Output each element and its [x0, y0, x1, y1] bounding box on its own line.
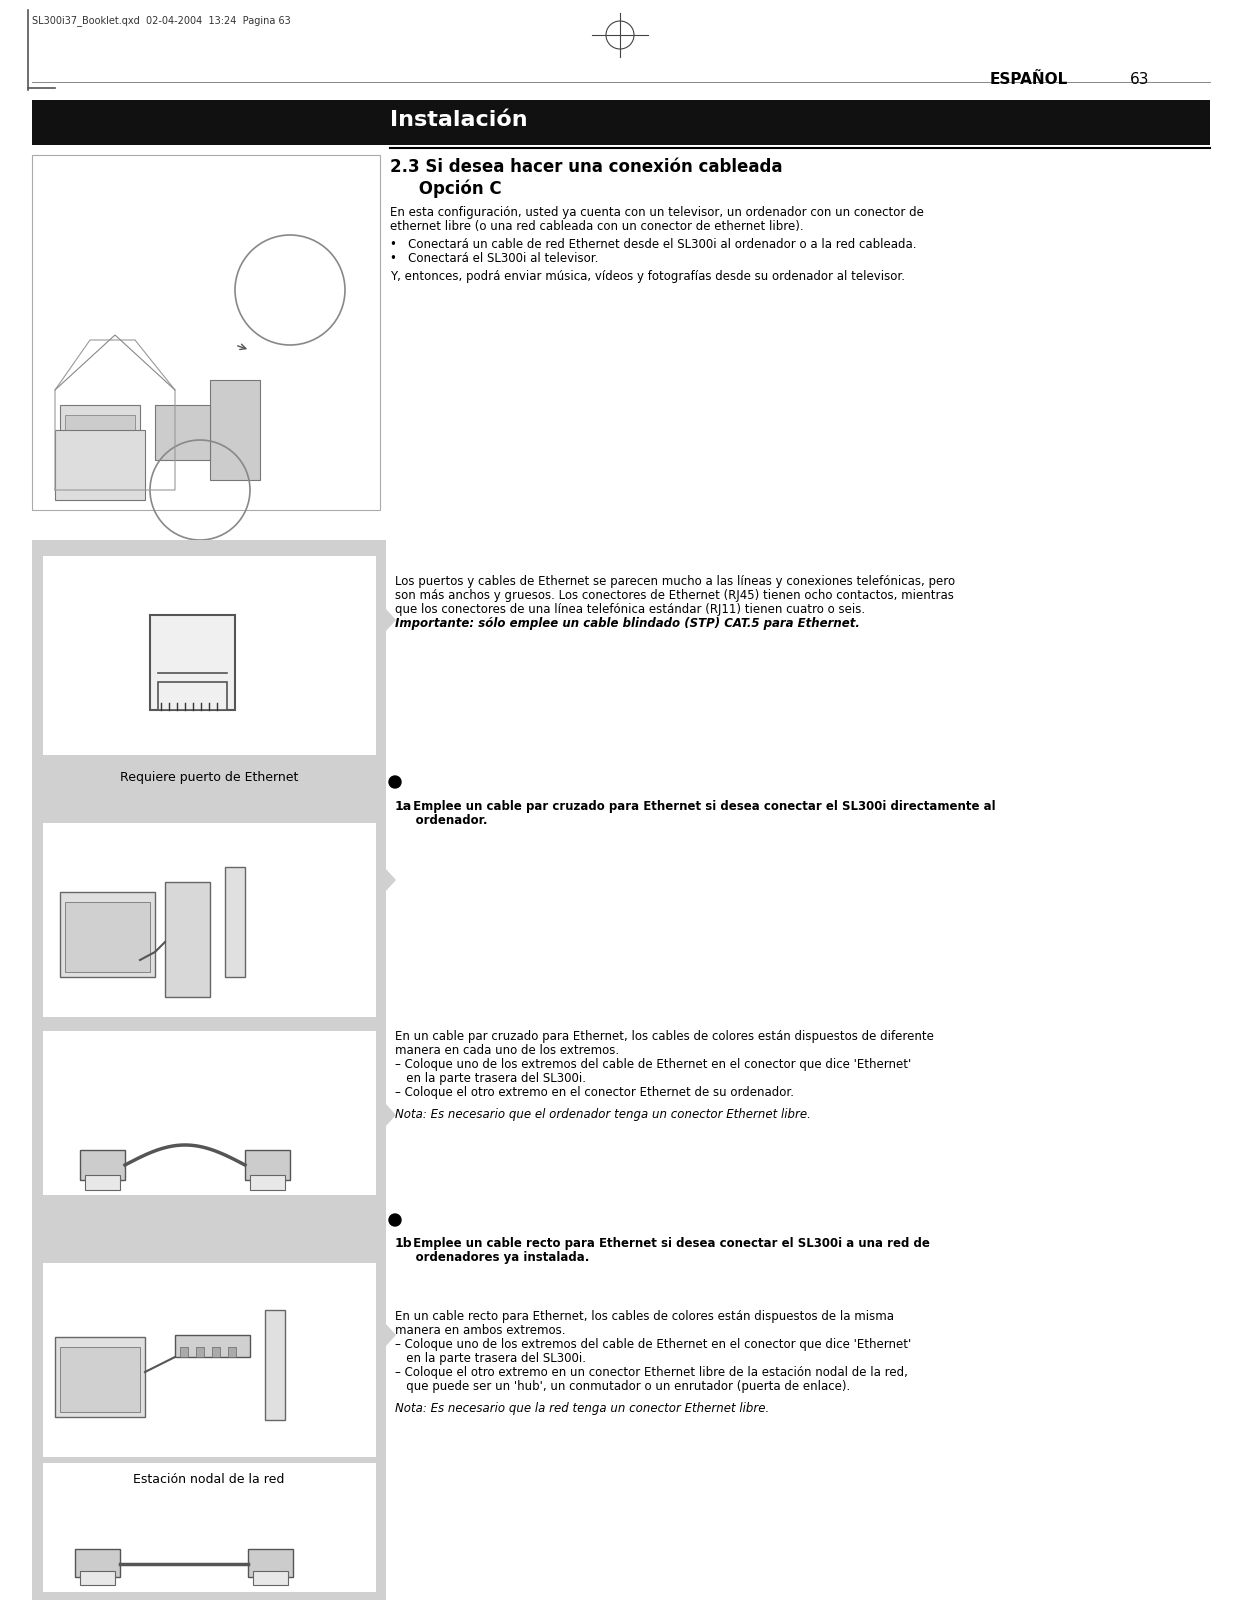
Bar	[250, 1175, 285, 1191]
Text: manera en cada uno de los extremos.: manera en cada uno de los extremos.	[396, 1045, 619, 1057]
Text: Instalación: Instalación	[391, 109, 528, 130]
Bar	[42, 1261, 376, 1458]
Bar	[228, 1347, 236, 1356]
Text: ethernet libre (o una red cableada con un conector de ethernet libre).: ethernet libre (o una red cableada con u…	[391, 220, 804, 233]
Text: – Coloque uno de los extremos del cable de Ethernet en el conector que dice 'Eth: – Coloque uno de los extremos del cable …	[396, 1339, 911, 1351]
Bar	[246, 1151, 290, 1180]
Text: En un cable par cruzado para Ethernet, los cables de colores están dispuestos de: En un cable par cruzado para Ethernet, l…	[396, 1030, 934, 1043]
Text: son más anchos y gruesos. Los conectores de Ethernet (RJ45) tienen ocho contacto: son más anchos y gruesos. Los conectores…	[396, 590, 954, 603]
Bar	[42, 1030, 376, 1196]
Bar	[180, 1347, 188, 1356]
Bar	[42, 823, 376, 1017]
Text: 1b: 1b	[396, 1237, 413, 1250]
Text: manera en ambos extremos.: manera en ambos extremos.	[396, 1324, 565, 1337]
Text: 63: 63	[1130, 72, 1149, 87]
Text: Estación nodal de la red: Estación nodal de la red	[134, 1474, 285, 1486]
Text: Emplee un cable par cruzado para Ethernet si desea conectar el SL300i directamen: Emplee un cable par cruzado para Etherne…	[409, 800, 996, 813]
Bar	[86, 1175, 120, 1191]
Text: ordenador.: ordenador.	[396, 815, 487, 828]
Text: En esta configuración, usted ya cuenta con un televisor, un ordenador con un con: En esta configuración, usted ya cuenta c…	[391, 206, 924, 219]
Text: Opción C: Opción C	[391, 180, 502, 199]
Text: En un cable recto para Ethernet, los cables de colores están dispuestos de la mi: En un cable recto para Ethernet, los cab…	[396, 1310, 894, 1323]
Bar	[253, 1572, 288, 1585]
Text: en la parte trasera del SL300i.: en la parte trasera del SL300i.	[396, 1351, 587, 1364]
Bar	[55, 1337, 145, 1417]
Bar	[150, 615, 236, 710]
Bar	[42, 1462, 376, 1593]
Bar	[32, 154, 379, 509]
Circle shape	[389, 1213, 401, 1226]
Bar	[81, 1572, 115, 1585]
Bar	[157, 681, 227, 710]
Polygon shape	[384, 1102, 396, 1127]
Text: SL300i37_Booklet.qxd  02-04-2004  13:24  Pagina 63: SL300i37_Booklet.qxd 02-04-2004 13:24 Pa…	[32, 14, 290, 26]
Bar	[60, 892, 155, 977]
Bar	[165, 882, 210, 996]
Bar	[265, 1310, 285, 1421]
Bar	[210, 379, 260, 480]
Text: ESPAÑOL: ESPAÑOL	[990, 72, 1068, 87]
Bar	[248, 1549, 293, 1576]
Text: Y, entonces, podrá enviar música, vídeos y fotografías desde su ordenador al tel: Y, entonces, podrá enviar música, vídeos…	[391, 270, 905, 283]
Text: 1a: 1a	[396, 800, 412, 813]
Polygon shape	[384, 607, 396, 632]
Circle shape	[389, 776, 401, 787]
Bar	[64, 415, 135, 469]
Text: Importante: sólo emplee un cable blindado (STP) CAT.5 para Ethernet.: Importante: sólo emplee un cable blindad…	[396, 617, 859, 630]
Text: Emplee un cable recto para Ethernet si desea conectar el SL300i a una red de: Emplee un cable recto para Ethernet si d…	[409, 1237, 930, 1250]
Text: – Coloque el otro extremo en un conector Ethernet libre de la estación nodal de : – Coloque el otro extremo en un conector…	[396, 1366, 908, 1379]
Text: •   Conectará el SL300i al televisor.: • Conectará el SL300i al televisor.	[391, 252, 599, 265]
Bar	[64, 902, 150, 972]
Bar	[196, 1347, 205, 1356]
Text: – Coloque uno de los extremos del cable de Ethernet en el conector que dice 'Eth: – Coloque uno de los extremos del cable …	[396, 1057, 911, 1070]
Text: Nota: Es necesario que la red tenga un conector Ethernet libre.: Nota: Es necesario que la red tenga un c…	[396, 1401, 769, 1416]
Text: Requiere puerto de Ethernet: Requiere puerto de Ethernet	[120, 771, 298, 784]
Text: ordenadores ya instalada.: ordenadores ya instalada.	[396, 1250, 589, 1265]
Text: •   Conectará un cable de red Ethernet desde el SL300i al ordenador o a la red c: • Conectará un cable de red Ethernet des…	[391, 238, 916, 251]
Bar	[175, 1335, 250, 1356]
Bar	[81, 1151, 125, 1180]
Text: – Coloque el otro extremo en el conector Ethernet de su ordenador.: – Coloque el otro extremo en el conector…	[396, 1086, 794, 1099]
Text: Nota: Es necesario que el ordenador tenga un conector Ethernet libre.: Nota: Es necesario que el ordenador teng…	[396, 1107, 811, 1122]
Text: que los conectores de una línea telefónica estándar (RJ11) tienen cuatro o seis.: que los conectores de una línea telefóni…	[396, 603, 866, 615]
Text: 2.3 Si desea hacer una conexión cableada: 2.3 Si desea hacer una conexión cableada	[391, 157, 782, 177]
Bar	[74, 1549, 120, 1576]
Bar	[32, 100, 1210, 145]
Bar	[212, 1347, 219, 1356]
Bar	[60, 1347, 140, 1413]
Bar	[60, 405, 140, 476]
Bar	[32, 540, 386, 1601]
Bar	[224, 868, 246, 977]
Bar	[155, 405, 210, 460]
Text: Los puertos y cables de Ethernet se parecen mucho a las líneas y conexiones tele: Los puertos y cables de Ethernet se pare…	[396, 575, 955, 588]
Polygon shape	[384, 868, 396, 892]
Polygon shape	[384, 1323, 396, 1347]
Bar	[42, 554, 376, 755]
Bar	[55, 431, 145, 500]
Text: que puede ser un 'hub', un conmutador o un enrutador (puerta de enlace).: que puede ser un 'hub', un conmutador o …	[396, 1380, 851, 1393]
Text: en la parte trasera del SL300i.: en la parte trasera del SL300i.	[396, 1072, 587, 1085]
